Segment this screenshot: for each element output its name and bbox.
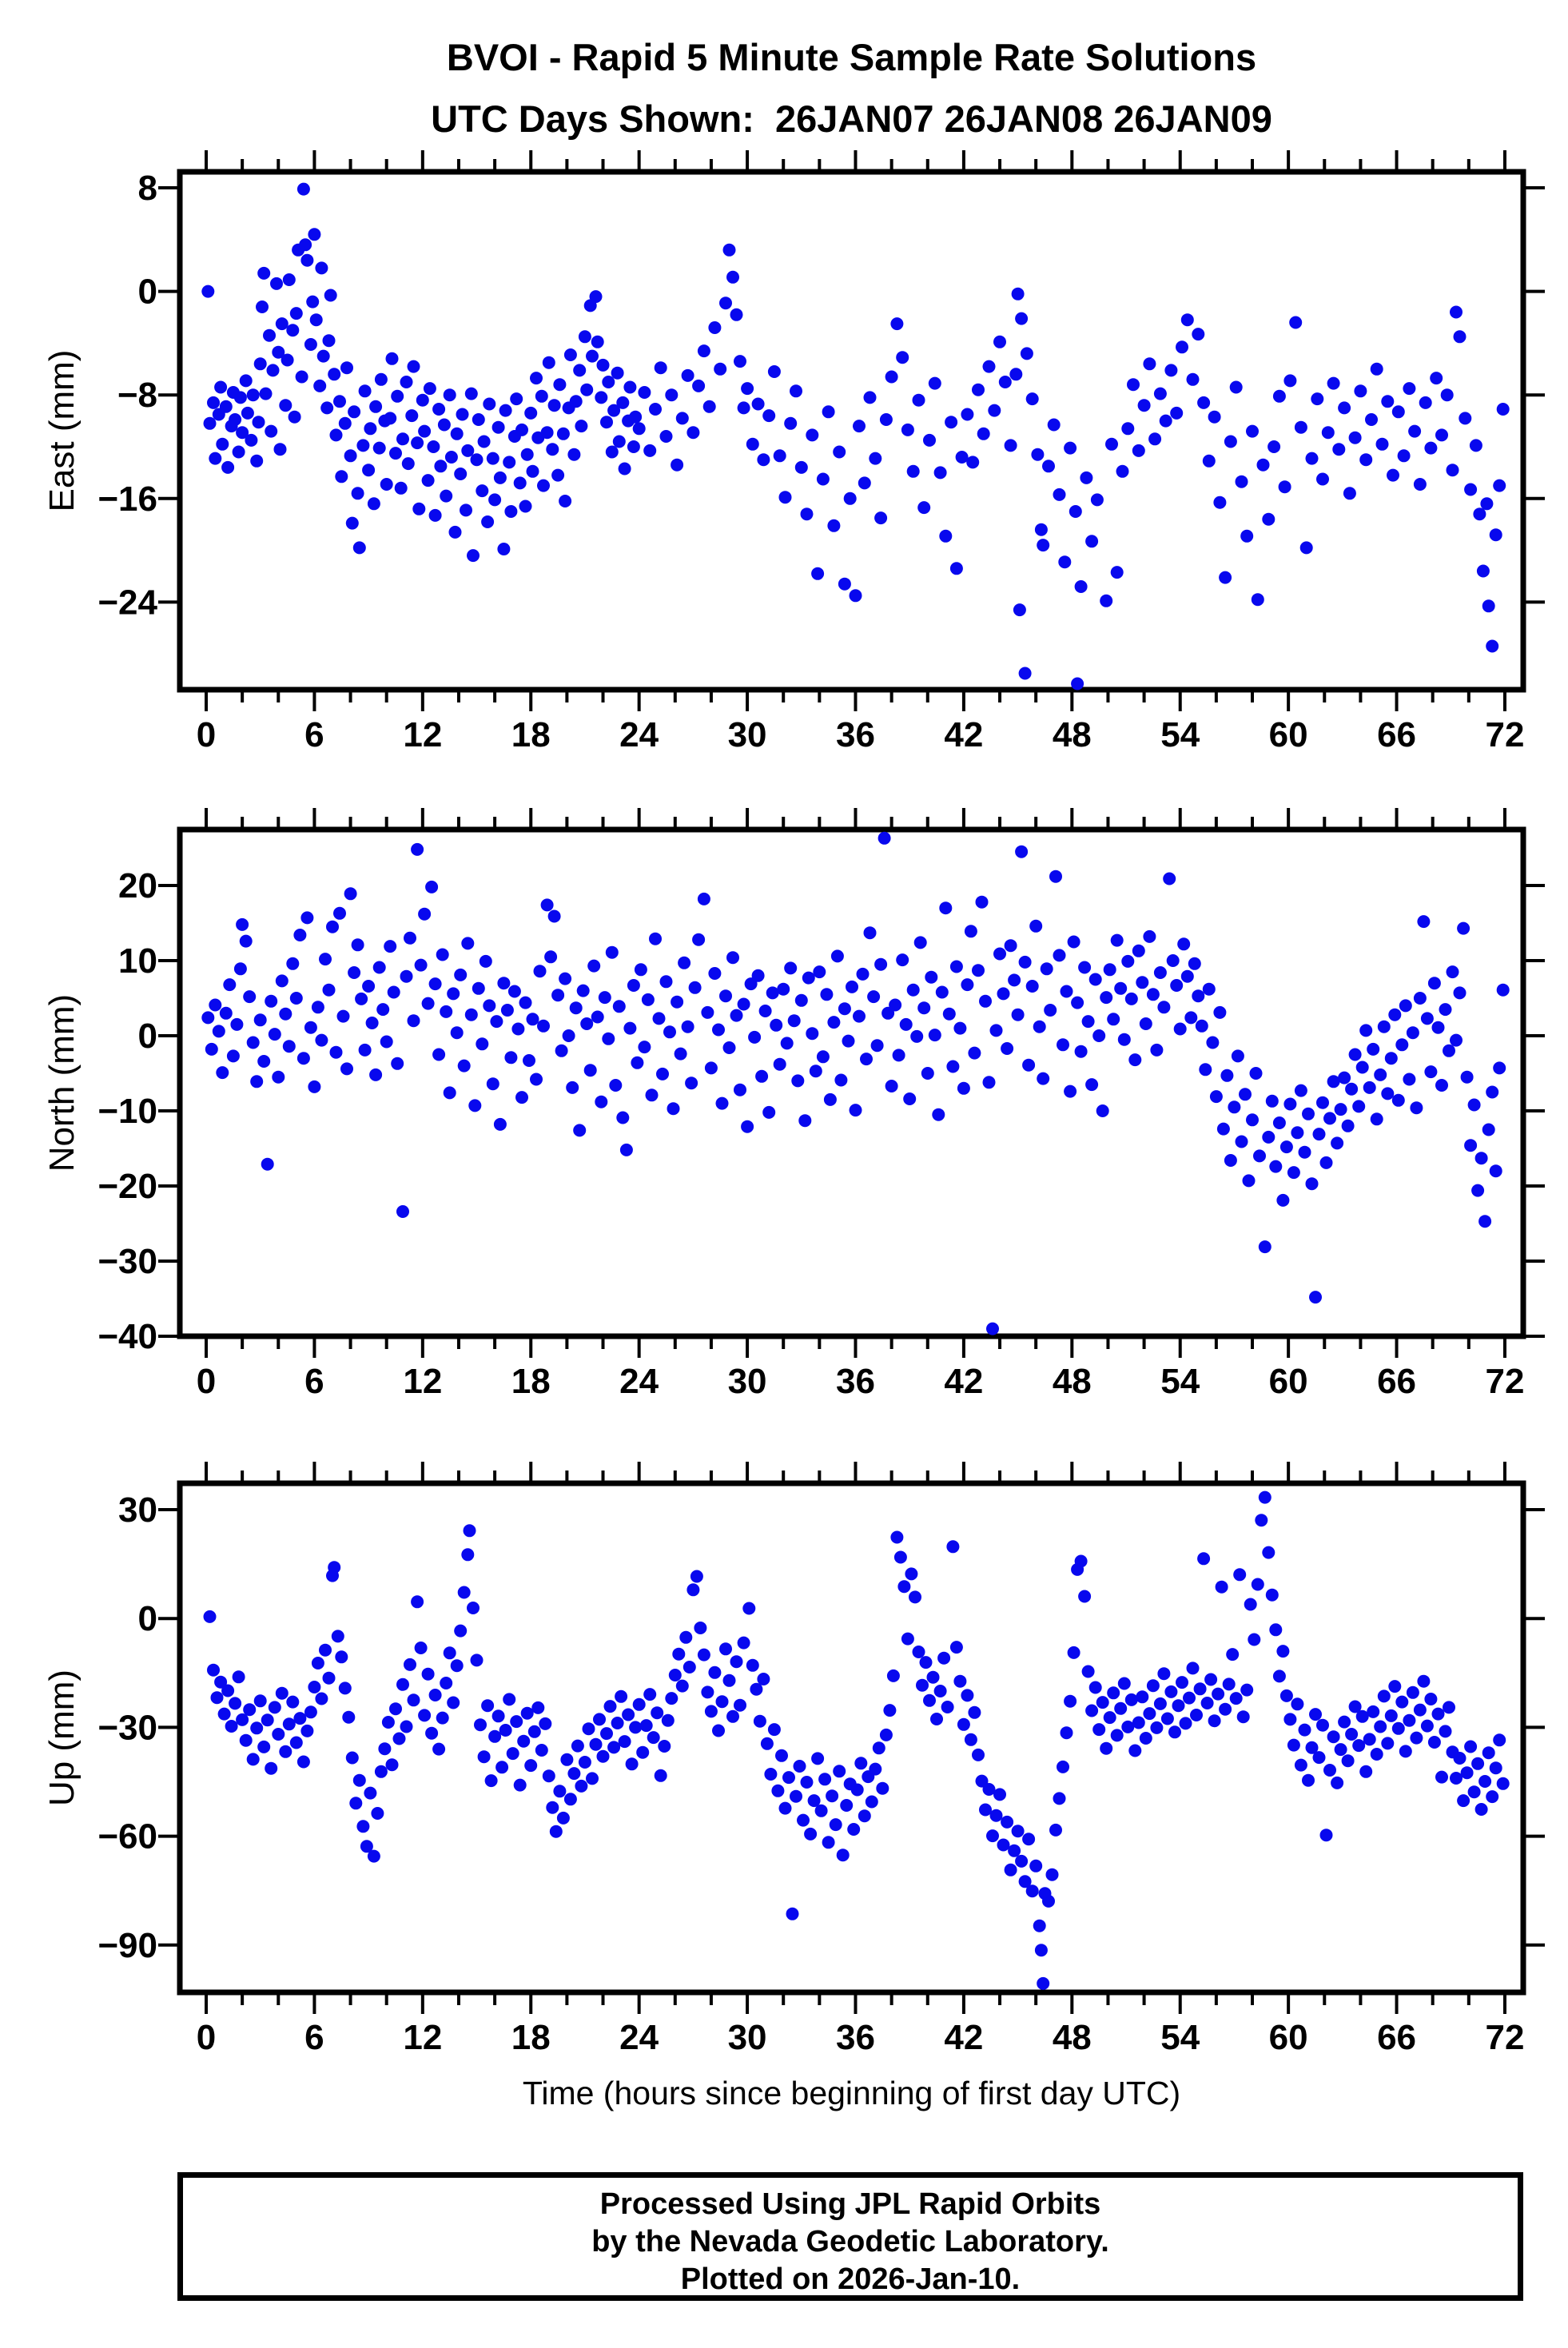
svg-text:12: 12 [403,1362,442,1401]
east-frame [177,169,1526,693]
svg-text:0: 0 [197,715,216,754]
footer-text: Processed Using JPL Rapid Orbits by the … [183,2178,1518,2298]
svg-text:42: 42 [944,2018,983,2057]
svg-text:24: 24 [619,2018,659,2057]
svg-text:−90: −90 [98,1926,157,1965]
svg-text:48: 48 [1053,715,1092,754]
north-tick-labels: 0 6 12 18 24 30 36 42 48 54 60 66 72 20 10 0 −10 −20 −30 −4… [98,866,1524,1401]
panel-up: 0 6 12 18 24 30 36 42 48 54 60 66 72 30 0 −30 −60 −90 Up (… [42,1462,1545,2057]
svg-text:12: 12 [403,2018,442,2057]
footer-line-3: Plotted on 2026-Jan-10. [680,2262,1021,2296]
footer-box: Processed Using JPL Rapid Orbits by the … [177,2172,1523,2301]
svg-text:−40: −40 [98,1317,157,1356]
svg-text:0: 0 [138,1017,157,1056]
svg-text:0: 0 [197,2018,216,2057]
up-frame [177,1480,1526,1996]
east-tick-labels: 0 6 12 18 24 30 36 42 48 54 60 66 72 8 0 −8 −16 −24 [98,169,1524,754]
up-points [203,1490,1510,1990]
svg-text:−16: −16 [98,480,157,519]
svg-text:6: 6 [304,715,324,754]
svg-text:24: 24 [619,715,659,754]
svg-text:12: 12 [403,715,442,754]
svg-text:54: 54 [1160,1362,1200,1401]
svg-text:48: 48 [1053,1362,1092,1401]
svg-text:30: 30 [728,2018,767,2057]
svg-text:60: 60 [1269,2018,1308,2057]
svg-text:72: 72 [1485,2018,1524,2057]
north-frame [177,826,1526,1339]
svg-text:60: 60 [1269,715,1308,754]
svg-text:0: 0 [138,273,157,312]
up-tick-labels: 0 6 12 18 24 30 36 42 48 54 60 66 72 30 0 −30 −60 −90 [98,1490,1524,2057]
east-points [201,182,1510,690]
svg-text:−8: −8 [117,376,157,415]
svg-text:−30: −30 [98,1242,157,1281]
svg-text:66: 66 [1377,715,1416,754]
svg-text:−20: −20 [98,1167,157,1206]
svg-text:18: 18 [511,2018,551,2057]
svg-text:20: 20 [118,866,157,905]
svg-text:−24: −24 [98,583,157,622]
svg-text:36: 36 [836,1362,875,1401]
svg-text:−60: −60 [98,1817,157,1857]
svg-text:36: 36 [836,2018,875,2057]
svg-text:30: 30 [728,715,767,754]
svg-text:0: 0 [197,1362,216,1401]
east-axis-title: East (mm) [42,350,82,512]
north-points [201,831,1510,1335]
svg-text:24: 24 [619,1362,659,1401]
north-ticks [158,808,1545,1358]
svg-text:42: 42 [944,1362,983,1401]
svg-text:54: 54 [1160,2018,1200,2057]
svg-text:10: 10 [118,941,157,981]
svg-text:6: 6 [304,2018,324,2057]
svg-text:42: 42 [944,715,983,754]
panel-north: 0 6 12 18 24 30 36 42 48 54 60 66 72 20 10 0 −10 −20 −30 −4… [42,808,1545,1401]
svg-text:30: 30 [728,1362,767,1401]
svg-text:72: 72 [1485,1362,1524,1401]
svg-text:66: 66 [1377,1362,1416,1401]
plot-subtitle: UTC Days Shown: 26JAN07 26JAN08 26JAN09 [431,98,1272,140]
up-ticks [158,1462,1545,2014]
svg-text:18: 18 [511,1362,551,1401]
plot-title: BVOI - Rapid 5 Minute Sample Rate Soluti… [446,36,1257,78]
north-axis-title: North (mm) [42,994,82,1172]
east-ticks [158,150,1545,711]
svg-text:54: 54 [1160,715,1200,754]
svg-text:−30: −30 [98,1708,157,1747]
up-axis-title: Up (mm) [42,1669,82,1806]
footer-line-2: by the Nevada Geodetic Laboratory. [591,2225,1109,2258]
svg-text:66: 66 [1377,2018,1416,2057]
svg-text:72: 72 [1485,715,1524,754]
panel-east: 0 6 12 18 24 30 36 42 48 54 60 66 72 8 0 −8 −16 −24 East (… [42,150,1545,754]
svg-text:0: 0 [138,1599,157,1638]
svg-text:6: 6 [304,1362,324,1401]
svg-text:36: 36 [836,715,875,754]
x-axis-title: Time (hours since beginning of first day… [522,2075,1181,2111]
svg-text:−10: −10 [98,1092,157,1131]
svg-text:18: 18 [511,715,551,754]
svg-text:8: 8 [138,169,157,208]
svg-text:60: 60 [1269,1362,1308,1401]
svg-text:30: 30 [118,1490,157,1530]
footer-line-1: Processed Using JPL Rapid Orbits [599,2187,1101,2221]
svg-text:48: 48 [1053,2018,1092,2057]
